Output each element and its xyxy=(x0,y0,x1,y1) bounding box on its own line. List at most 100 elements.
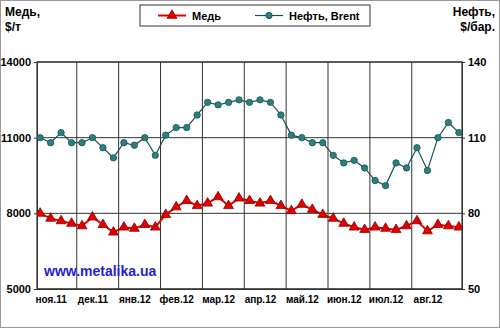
marker xyxy=(257,97,263,103)
marker xyxy=(278,112,284,118)
marker xyxy=(171,201,181,210)
tick-label: 80 xyxy=(468,207,480,219)
tick-label: май.12 xyxy=(286,294,319,305)
marker xyxy=(98,219,108,228)
tick-label: 140 xyxy=(468,56,486,68)
marker xyxy=(234,193,244,202)
axis-title: Нефть,$/бар. xyxy=(453,5,495,34)
grid-line xyxy=(118,62,119,289)
tick-mark xyxy=(34,289,37,290)
series-line xyxy=(40,100,459,186)
tick-label: 14000 xyxy=(0,56,31,68)
tick: дек.11 xyxy=(78,289,109,305)
background xyxy=(1,1,500,328)
marker xyxy=(152,152,158,158)
marker xyxy=(307,204,317,213)
marker xyxy=(372,177,378,183)
y-axis: 500080001100014000 xyxy=(0,56,37,295)
grid xyxy=(37,62,462,289)
marker xyxy=(328,213,338,222)
marker xyxy=(246,99,252,105)
plot-frame xyxy=(37,62,462,289)
marker xyxy=(341,160,347,166)
marker xyxy=(110,155,116,161)
marker xyxy=(192,200,202,209)
marker xyxy=(339,218,349,227)
tick-mark xyxy=(34,62,37,63)
x-axis: ноя.11дек.11янв.12фев.12мар.12апр.12май.… xyxy=(36,289,463,305)
marker xyxy=(150,222,160,231)
legend-marker xyxy=(167,10,177,19)
tick-label: 50 xyxy=(468,283,480,295)
marker xyxy=(213,191,223,200)
marker xyxy=(403,165,409,171)
legend-box xyxy=(140,5,370,26)
tick-label: июн.12 xyxy=(327,294,362,305)
marker xyxy=(129,223,139,232)
marker xyxy=(320,140,326,146)
marker xyxy=(267,99,273,105)
marker xyxy=(309,140,315,146)
marker xyxy=(414,145,420,151)
axis-line xyxy=(463,63,466,290)
tick: 80 xyxy=(462,207,480,219)
tick-label: апр.12 xyxy=(245,294,277,305)
tick-label: мар.12 xyxy=(202,294,235,305)
marker xyxy=(225,99,231,105)
marker xyxy=(79,140,85,146)
tick: июн.12 xyxy=(327,289,362,305)
marker xyxy=(47,140,53,146)
legend: МедьНефть, Brent xyxy=(140,5,370,26)
marker xyxy=(88,211,98,220)
marker xyxy=(382,182,388,188)
tick: 11000 xyxy=(1,132,37,144)
series-group xyxy=(37,97,462,235)
marker xyxy=(299,134,305,140)
axis-title: Медь,$/т xyxy=(5,5,40,34)
marker xyxy=(360,224,370,233)
marker xyxy=(297,199,307,208)
marker xyxy=(276,200,286,209)
marker xyxy=(456,129,462,135)
marker xyxy=(56,215,66,224)
marker xyxy=(108,227,118,236)
marker xyxy=(391,224,401,233)
tick: 14000 xyxy=(0,56,37,68)
tick: фев.12 xyxy=(160,289,195,305)
marker xyxy=(215,102,221,108)
tick-mark xyxy=(34,138,37,139)
marker xyxy=(194,112,200,118)
marker xyxy=(286,205,296,214)
tick: июл.12 xyxy=(369,289,404,305)
tick-mark xyxy=(462,213,465,214)
marker xyxy=(224,200,234,209)
tick-label: 11000 xyxy=(1,132,31,144)
axis-line xyxy=(34,63,38,290)
marker xyxy=(100,145,106,151)
marker xyxy=(288,132,294,138)
grid-line xyxy=(244,62,245,289)
legend-marker xyxy=(266,12,272,18)
marker xyxy=(77,220,87,229)
tick: 110 xyxy=(462,132,486,144)
marker xyxy=(361,165,367,171)
marker xyxy=(351,157,357,163)
y2-axis: 50 80 110 140 xyxy=(462,56,486,295)
legend-label: Медь xyxy=(192,10,221,22)
marker xyxy=(454,222,462,231)
tick-label: янв.12 xyxy=(119,294,151,305)
marker xyxy=(67,218,77,227)
grid-line xyxy=(411,62,412,289)
marker xyxy=(412,215,422,224)
annotation: www.metalika.ua xyxy=(43,263,157,279)
marker xyxy=(236,97,242,103)
marker xyxy=(330,152,336,158)
tick: апр.12 xyxy=(245,289,277,305)
marker xyxy=(445,119,451,125)
marker xyxy=(204,99,210,105)
plot-area xyxy=(37,62,462,289)
marker xyxy=(318,209,328,218)
tick: 50 xyxy=(462,283,480,295)
grid-line xyxy=(160,62,161,289)
marker xyxy=(68,140,74,146)
